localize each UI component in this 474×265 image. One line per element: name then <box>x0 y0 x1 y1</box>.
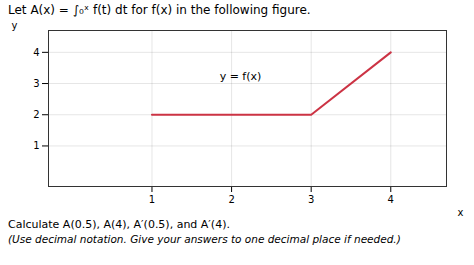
html-text:Calculate A(0.5), A(4), A′(0.5: Calculate A(0.5), A(4), A′(0.5), and A′(… <box>8 218 230 231</box>
svg-text:4: 4 <box>388 194 394 205</box>
svg-text:y: y <box>12 20 18 31</box>
svg-text:y = f(x): y = f(x) <box>220 70 262 83</box>
svg-text:3: 3 <box>308 194 314 205</box>
svg-text:3: 3 <box>33 78 39 89</box>
svg-text:1: 1 <box>149 194 155 205</box>
html-text:Let A(x) = ∫₀ˣ f(t) dt for f(x: Let A(x) = ∫₀ˣ f(t) dt for f(x) in the f… <box>8 3 311 17</box>
svg-text:2: 2 <box>33 109 39 120</box>
svg-text:2: 2 <box>228 194 234 205</box>
svg-text:4: 4 <box>33 47 39 58</box>
svg-text:1: 1 <box>33 140 39 151</box>
html-text:(Use decimal notation. Give yo: (Use decimal notation. Give your answers… <box>8 233 401 245</box>
svg-text:x: x <box>458 207 464 218</box>
